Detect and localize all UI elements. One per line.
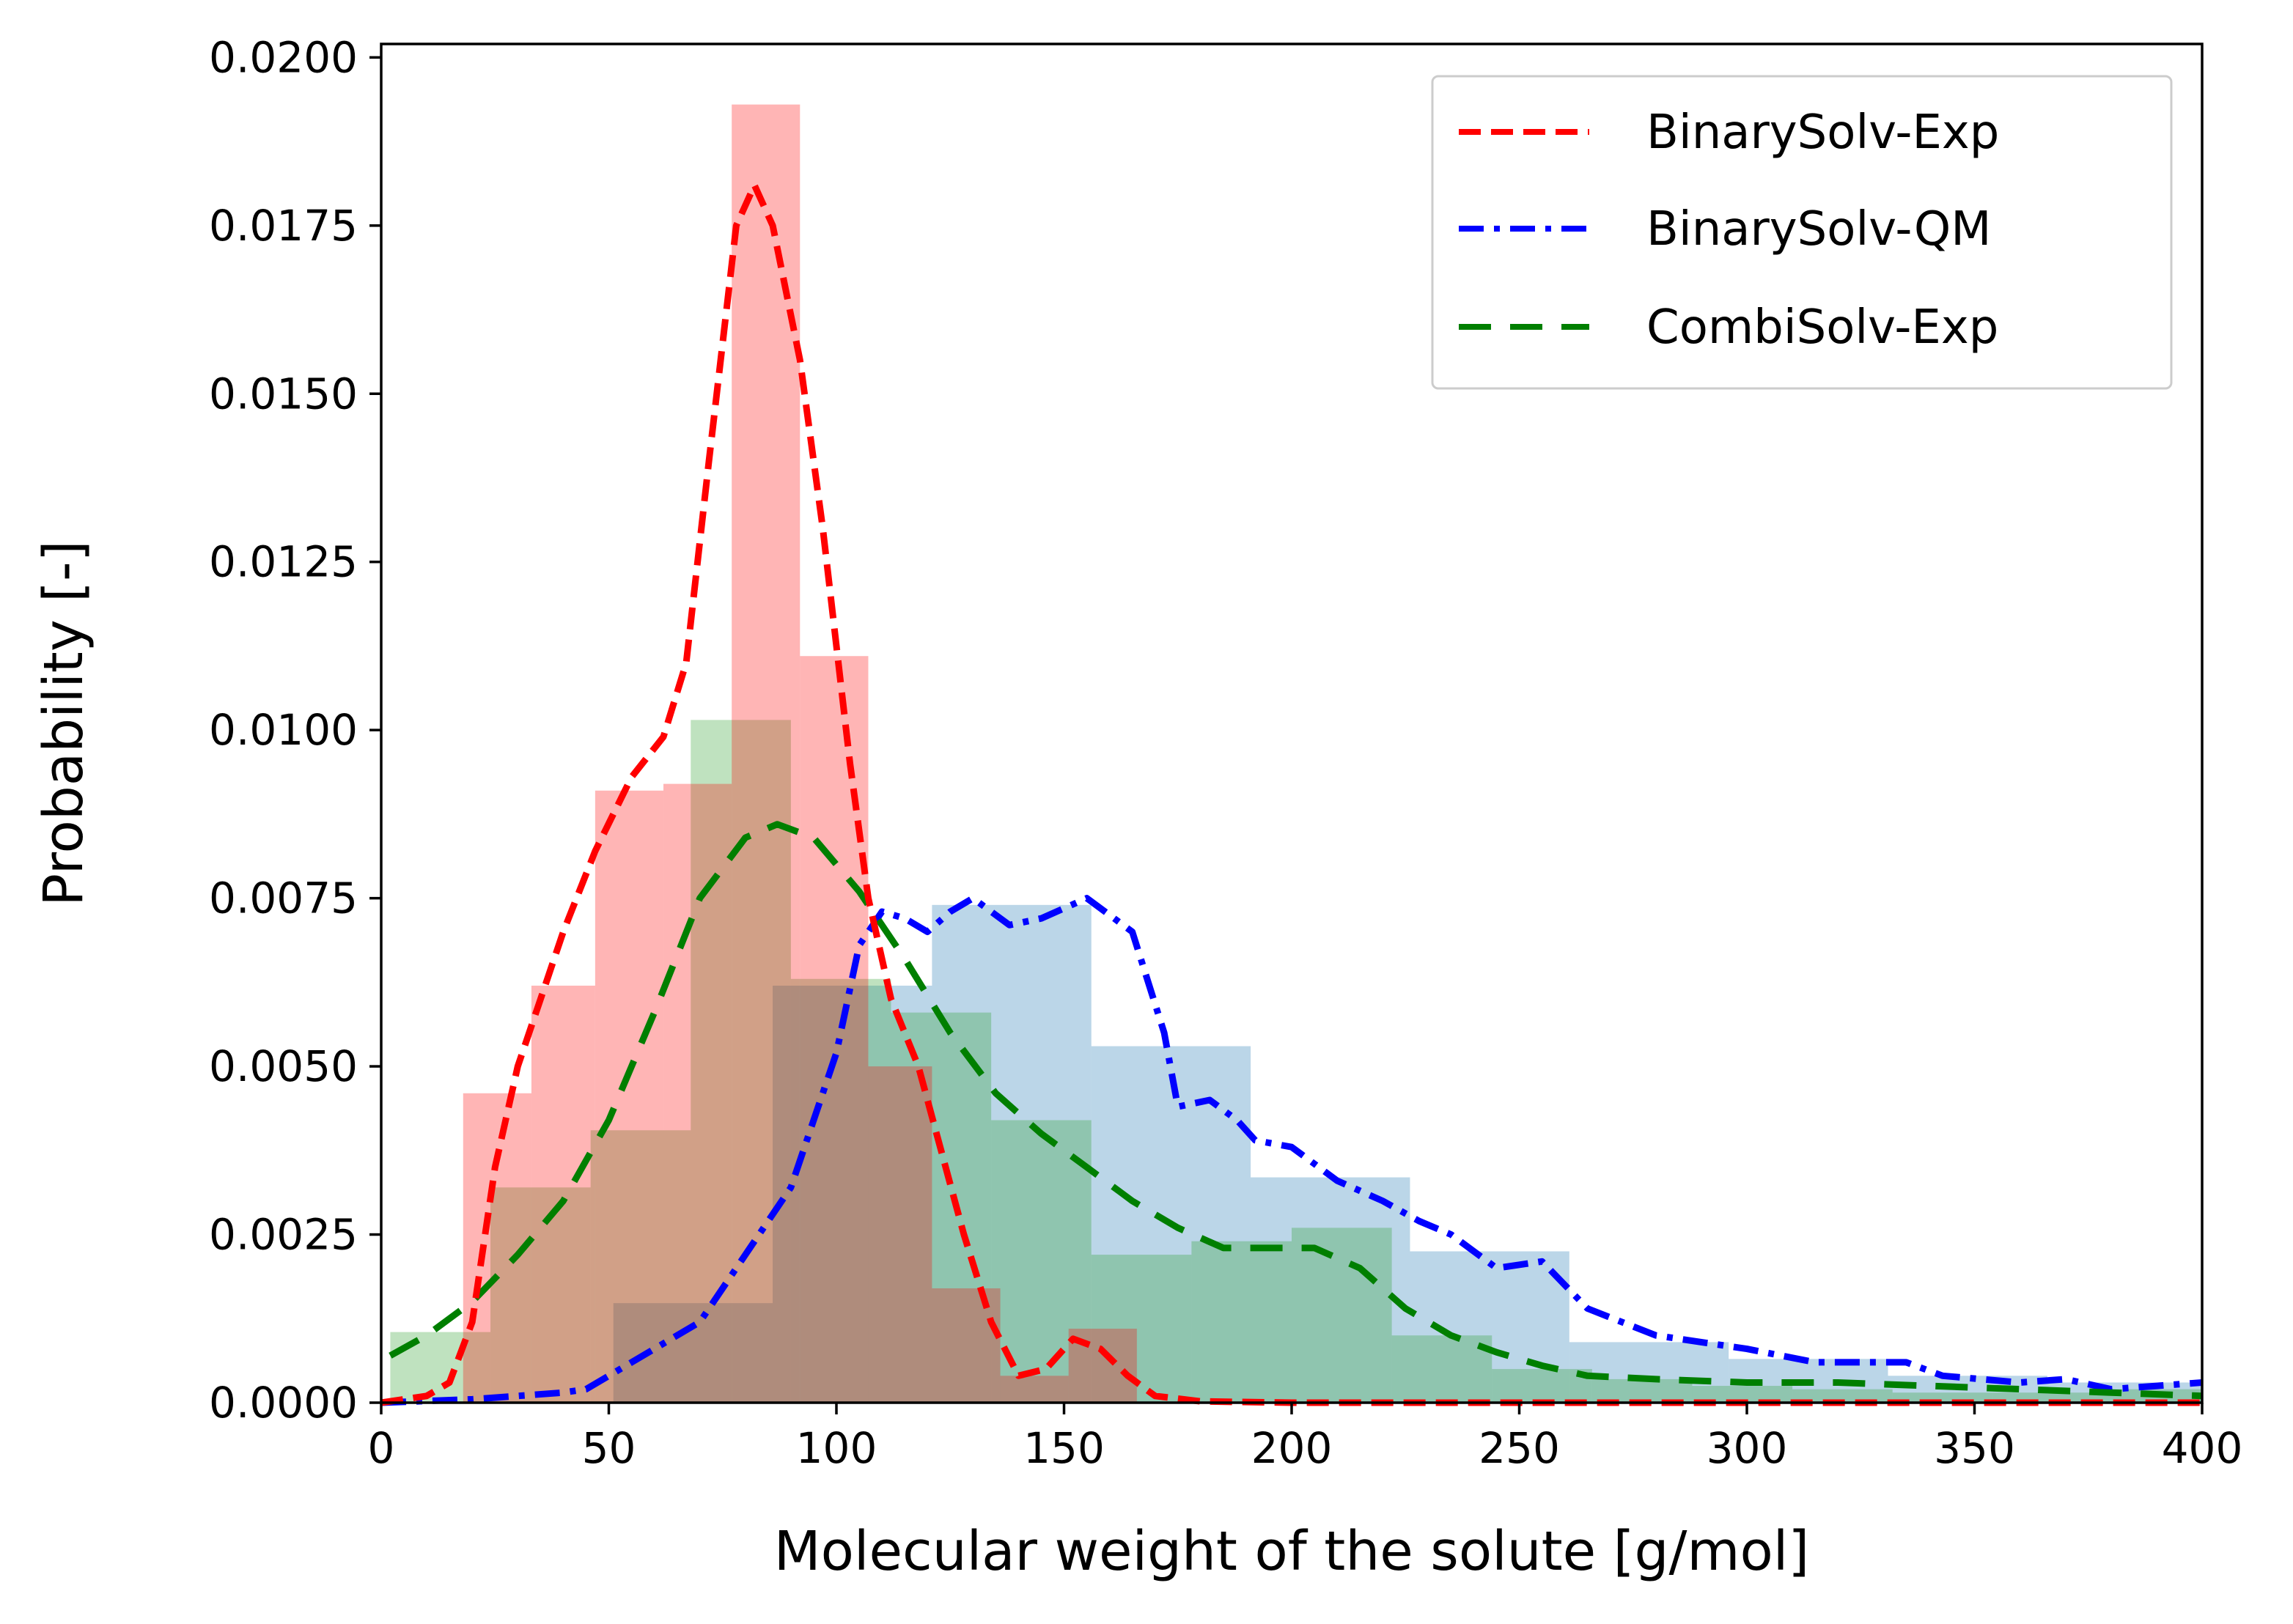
hist-bar-combisolv-exp-14 bbox=[1792, 1389, 1893, 1403]
hist-bar-binarysolv-exp-1 bbox=[531, 985, 595, 1403]
hist-bar-binarysolv-exp-8 bbox=[1000, 1376, 1069, 1403]
hist-bar-combisolv-exp-4 bbox=[790, 978, 891, 1403]
y-tick-label-0.0050: 0.0050 bbox=[209, 1041, 358, 1091]
legend: BinarySolv-Exp BinarySolv-QM CombiSolv-E… bbox=[1431, 75, 2173, 390]
hist-bar-binarysolv-qm-5 bbox=[1251, 1177, 1410, 1403]
x-tick-label-350: 350 bbox=[1934, 1423, 2015, 1473]
axis-ticks: 0 50 100 150 200 250 300 350 400 0.0000 0.0025 0.00… bbox=[209, 32, 2242, 1473]
hist-bar-binarysolv-exp-4 bbox=[732, 104, 800, 1403]
legend-box bbox=[1431, 75, 2173, 390]
x-tick-label-150: 150 bbox=[1023, 1423, 1105, 1473]
y-axis-title: Probability [-] bbox=[32, 540, 95, 906]
y-tick-label-0.0075: 0.0075 bbox=[209, 874, 358, 923]
hist-bar-binarysolv-qm-3 bbox=[932, 904, 1092, 1403]
hist-bar-combisolv-exp-7 bbox=[1091, 1255, 1192, 1403]
x-tick-label-50: 50 bbox=[582, 1423, 636, 1473]
hist-bar-binarysolv-qm-2 bbox=[773, 985, 932, 1403]
y-tick-label-0.0200: 0.0200 bbox=[209, 32, 358, 82]
hist-bar-combisolv-exp-16 bbox=[1992, 1392, 2093, 1403]
hist-bar-binarysolv-qm-9 bbox=[1888, 1376, 2047, 1403]
density-line-binarysolv-exp bbox=[380, 182, 2202, 1406]
hist-bar-binarysolv-exp-7 bbox=[932, 1288, 1001, 1403]
hist-bar-binarysolv-exp-2 bbox=[595, 790, 664, 1403]
hist-bar-binarysolv-exp-5 bbox=[800, 656, 869, 1403]
y-tick-label-0.0025: 0.0025 bbox=[209, 1210, 358, 1260]
x-tick-label-250: 250 bbox=[1479, 1423, 1560, 1473]
x-tick-label-400: 400 bbox=[2162, 1423, 2243, 1473]
hist-bar-binarysolv-qm-1 bbox=[613, 1303, 773, 1403]
hist-bar-combisolv-exp-5 bbox=[891, 1012, 992, 1403]
hist-bar-binarysolv-exp-3 bbox=[663, 783, 732, 1403]
density-line-layer bbox=[380, 182, 2203, 1406]
legend-label-combisolv-exp: CombiSolv-Exp bbox=[1646, 300, 1998, 355]
hist-bar-combisolv-exp-1 bbox=[490, 1187, 591, 1403]
y-tick-label-0.0125: 0.0125 bbox=[209, 537, 358, 587]
x-tick-label-200: 200 bbox=[1251, 1423, 1333, 1473]
hist-bar-combisolv-exp-13 bbox=[1692, 1386, 1793, 1403]
y-tick-label-0.0000: 0.0000 bbox=[209, 1378, 358, 1428]
y-tick-label-0.0100: 0.0100 bbox=[209, 705, 358, 755]
hist-bar-combisolv-exp-11 bbox=[1492, 1369, 1592, 1403]
hist-bar-combisolv-exp-8 bbox=[1191, 1241, 1292, 1403]
hist-bar-combisolv-exp-9 bbox=[1292, 1228, 1392, 1403]
x-tick-label-300: 300 bbox=[1707, 1423, 1788, 1473]
legend-label-binarysolv-exp: BinarySolv-Exp bbox=[1646, 106, 1999, 160]
x-axis-title: Molecular weight of the solute [g/mol] bbox=[774, 1520, 1809, 1583]
x-tick-label-100: 100 bbox=[796, 1423, 877, 1473]
hist-bar-combisolv-exp-10 bbox=[1391, 1335, 1493, 1403]
legend-label-binarysolv-qm: BinarySolv-QM bbox=[1646, 202, 1991, 256]
y-tick-label-0.0150: 0.0150 bbox=[209, 369, 358, 418]
y-tick-label-0.0175: 0.0175 bbox=[209, 201, 358, 251]
density-line-combisolv-exp bbox=[389, 821, 2203, 1400]
hist-bar-combisolv-exp-3 bbox=[691, 720, 791, 1403]
density-line-binarysolv-qm bbox=[380, 895, 2203, 1406]
x-tick-label-0: 0 bbox=[368, 1423, 395, 1473]
hist-bar-combisolv-exp-12 bbox=[1591, 1378, 1693, 1403]
hist-bar-binarysolv-exp-6 bbox=[868, 1066, 932, 1403]
hist-bar-binarysolv-qm-7 bbox=[1569, 1342, 1729, 1403]
